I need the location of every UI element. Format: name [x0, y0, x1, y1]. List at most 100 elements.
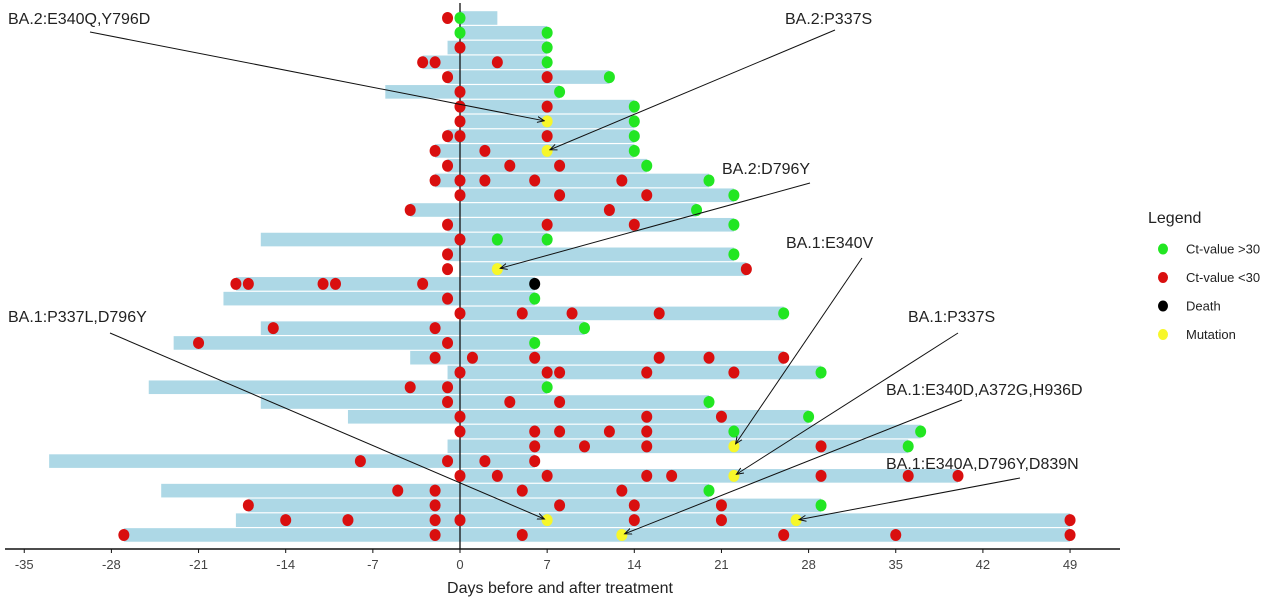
ct-above-30-point: [529, 336, 541, 349]
ct-above-30-point: [491, 233, 503, 246]
ct-above-30-point: [541, 26, 553, 39]
ct-above-30-point: [628, 100, 640, 113]
legend-swatch-green: [1158, 243, 1168, 255]
ct-below-30-point: [703, 351, 715, 364]
ct-below-30-point: [442, 218, 454, 231]
ct-below-30-point: [628, 218, 640, 231]
patient-bar: [173, 336, 535, 350]
ct-below-30-point: [554, 499, 566, 512]
ct-below-30-point: [429, 144, 441, 157]
ct-above-30-point: [454, 26, 466, 39]
ct-below-30-point: [193, 336, 205, 349]
ct-below-30-point: [267, 322, 279, 335]
ct-above-30-point: [815, 499, 827, 512]
ct-below-30-point: [242, 499, 254, 512]
legend-swatch-red: [1158, 272, 1168, 283]
annotation-arrow: [500, 182, 811, 268]
ct-below-30-point: [516, 307, 528, 320]
ct-above-30-point: [728, 248, 740, 261]
ct-below-30-point: [479, 144, 491, 157]
ct-above-30-point: [454, 12, 466, 24]
ct-below-30-point: [392, 484, 404, 497]
ct-below-30-point: [442, 159, 454, 172]
mutation-annotation-label: BA.1:P337L,D796Y: [8, 309, 147, 326]
patient-bar: [447, 70, 610, 84]
patient-bar: [385, 85, 560, 99]
ct-below-30-point: [715, 514, 727, 527]
ct-below-30-point: [541, 469, 553, 482]
x-axis: -35 -28 -21 -14 -7 0 7 14 21 28 35 42 49: [5, 548, 1120, 572]
ct-above-30-point: [541, 41, 553, 54]
patient-bar: [235, 513, 1071, 527]
ct-below-30-point: [442, 130, 454, 143]
ct-below-30-point: [603, 204, 615, 217]
ct-above-30-point: [603, 71, 615, 84]
ct-below-30-point: [442, 12, 454, 24]
ct-below-30-point: [529, 425, 541, 438]
mutation-point: [541, 514, 553, 527]
legend-item-label: Ct-value >30: [1186, 242, 1260, 257]
ct-below-30-point: [442, 263, 454, 276]
patient-bar: [148, 380, 548, 395]
x-tick-label: -21: [189, 557, 208, 572]
ct-below-30-point: [628, 499, 640, 512]
mutation-point: [728, 469, 740, 482]
ct-below-30-point: [429, 322, 441, 335]
legend-swatch-yellow: [1158, 329, 1168, 340]
patient-bar: [248, 498, 822, 513]
patient-bar: [235, 277, 535, 291]
legend: Legend Ct-value >30 Ct-value <30 Death Muta…: [1148, 210, 1260, 342]
patient-bar: [435, 144, 635, 158]
patient-bar: [460, 469, 958, 483]
ct-below-30-point: [715, 499, 727, 512]
x-tick-label: -28: [102, 557, 121, 572]
ct-below-30-point: [1064, 514, 1076, 527]
annotation-arrow: [625, 399, 963, 534]
annotation-arrow: [799, 477, 1021, 520]
ct-below-30-point: [641, 366, 653, 379]
ct-below-30-point: [454, 366, 466, 379]
patient-bar: [347, 409, 809, 424]
ct-below-30-point: [541, 100, 553, 113]
ct-below-30-point: [504, 396, 516, 409]
patient-bar: [447, 439, 909, 454]
x-tick-label: -35: [15, 557, 34, 572]
x-tick-label: 0: [456, 557, 463, 572]
ct-below-30-point: [442, 71, 454, 84]
ct-below-30-point: [728, 366, 740, 379]
patient-bar: [447, 217, 734, 232]
patient-bar: [435, 173, 709, 188]
patient-bar: [223, 291, 535, 306]
patient-bar: [460, 11, 498, 25]
ct-below-30-point: [429, 499, 441, 512]
ct-below-30-point: [554, 425, 566, 438]
ct-above-30-point: [628, 144, 640, 157]
ct-below-30-point: [778, 528, 790, 541]
legend-item-label: Death: [1186, 299, 1221, 314]
ct-below-30-point: [653, 307, 665, 320]
ct-below-30-point: [429, 484, 441, 497]
mutation-point: [728, 440, 740, 453]
ct-below-30-point: [404, 204, 416, 217]
ct-below-30-point: [442, 248, 454, 261]
ct-below-30-point: [429, 56, 441, 69]
ct-below-30-point: [778, 351, 790, 364]
mutation-point: [541, 115, 553, 128]
ct-below-30-point: [641, 469, 653, 482]
ct-above-30-point: [902, 440, 914, 453]
ct-below-30-point: [429, 351, 441, 364]
ct-below-30-point: [529, 440, 541, 453]
patient-bar: [260, 321, 585, 335]
ct-below-30-point: [529, 351, 541, 364]
ct-below-30-point: [653, 351, 665, 364]
ct-below-30-point: [579, 440, 590, 453]
ct-below-30-point: [529, 174, 541, 187]
legend-swatch-black: [1158, 300, 1168, 312]
bars-layer: [49, 11, 1071, 542]
ct-below-30-point: [641, 410, 653, 423]
ct-below-30-point: [317, 277, 329, 290]
legend-item-label: Mutation: [1186, 327, 1236, 342]
ct-below-30-point: [815, 469, 827, 482]
patient-bar: [460, 424, 921, 439]
